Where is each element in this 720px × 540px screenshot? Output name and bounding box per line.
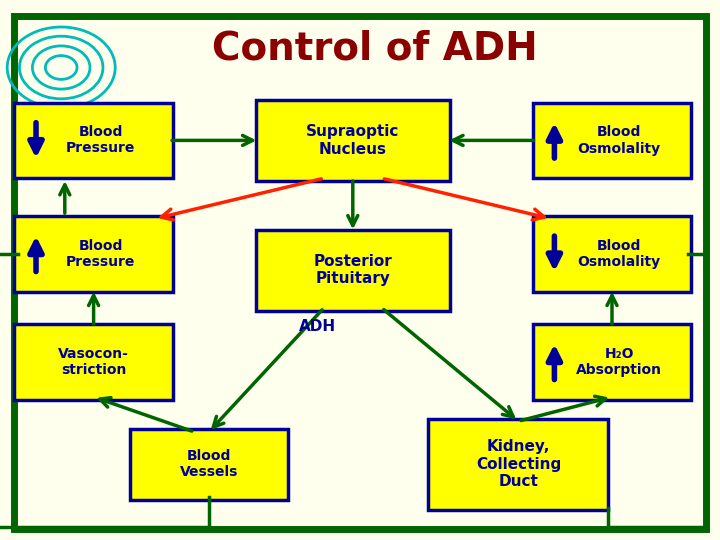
FancyBboxPatch shape xyxy=(256,230,450,310)
FancyBboxPatch shape xyxy=(533,324,691,400)
Text: Blood
Osmolality: Blood Osmolality xyxy=(577,239,661,269)
Text: Kidney,
Collecting
Duct: Kidney, Collecting Duct xyxy=(476,440,561,489)
Text: Supraoptic
Nucleus: Supraoptic Nucleus xyxy=(306,124,400,157)
Text: Blood
Osmolality: Blood Osmolality xyxy=(577,125,661,156)
FancyBboxPatch shape xyxy=(14,103,173,178)
FancyBboxPatch shape xyxy=(256,100,450,181)
FancyBboxPatch shape xyxy=(533,103,691,178)
Text: Control of ADH: Control of ADH xyxy=(212,30,537,68)
FancyBboxPatch shape xyxy=(533,216,691,292)
FancyBboxPatch shape xyxy=(14,324,173,400)
Text: ADH: ADH xyxy=(299,319,336,334)
Text: Vasocon-
striction: Vasocon- striction xyxy=(58,347,129,377)
Text: Posterior
Pituitary: Posterior Pituitary xyxy=(313,254,392,286)
Text: H₂O
Absorption: H₂O Absorption xyxy=(576,347,662,377)
Text: Blood
Pressure: Blood Pressure xyxy=(66,125,135,156)
FancyBboxPatch shape xyxy=(428,418,608,510)
Text: Blood
Vessels: Blood Vessels xyxy=(179,449,238,480)
FancyBboxPatch shape xyxy=(130,429,288,500)
FancyBboxPatch shape xyxy=(14,216,173,292)
Text: Blood
Pressure: Blood Pressure xyxy=(66,239,135,269)
